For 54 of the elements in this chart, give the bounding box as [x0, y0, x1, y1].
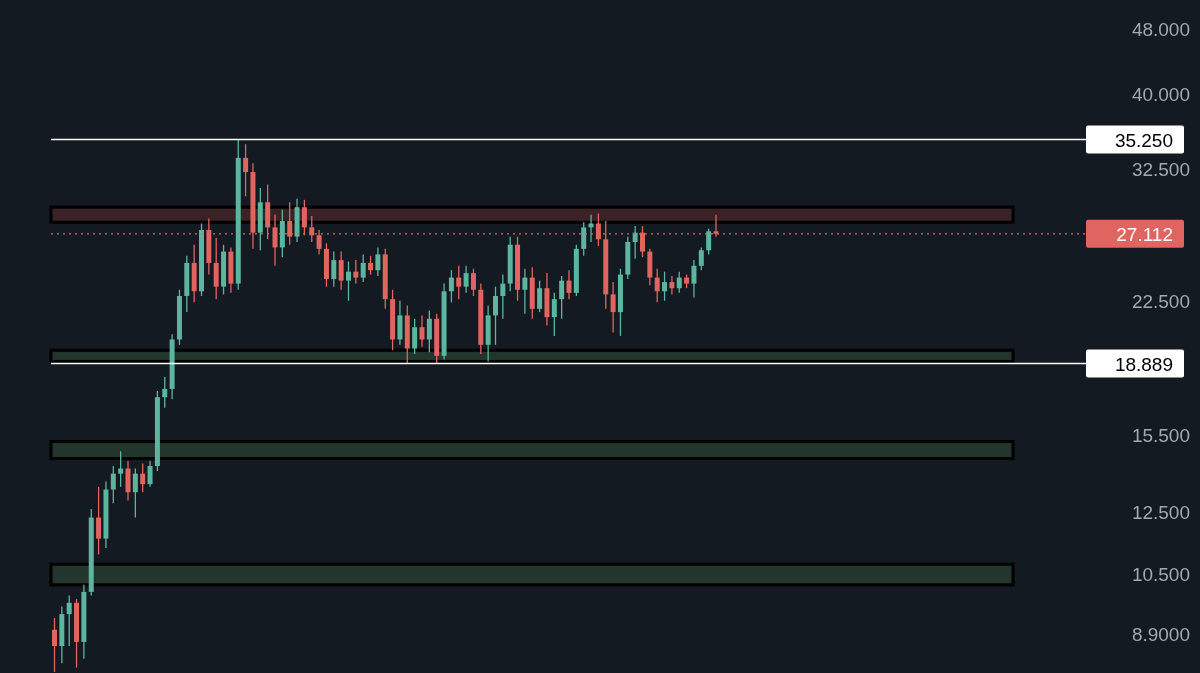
candlestick [375, 246, 381, 277]
candlestick [96, 486, 102, 556]
y-tick-label: 12.500 [1131, 501, 1190, 523]
candlestick [610, 281, 616, 334]
candlestick [654, 268, 660, 303]
candlestick [110, 465, 116, 504]
candlestick [522, 268, 528, 315]
y-tick-label: 8.9000 [1131, 623, 1190, 645]
y-tick-label: 15.500 [1131, 424, 1190, 446]
candlestick [338, 250, 344, 291]
candlestick [456, 265, 462, 300]
y-tick-label: 32.500 [1131, 158, 1190, 180]
candlestick [551, 292, 557, 337]
candlestick [698, 246, 704, 271]
candlestick [162, 376, 168, 409]
candlestick [52, 617, 57, 672]
candlestick [147, 460, 153, 488]
candlestick [360, 253, 366, 283]
candlestick [368, 255, 374, 276]
candlestick [500, 273, 506, 320]
candlestick [118, 450, 124, 488]
candlestick [448, 269, 454, 303]
candlestick [140, 462, 146, 493]
candlestick [559, 275, 565, 320]
candlestick [419, 314, 425, 348]
y-tick-label: 48.000 [1131, 18, 1190, 40]
candlestick [566, 269, 572, 300]
candlestick [331, 250, 337, 288]
ref-line-label: 27.112 [1116, 223, 1173, 245]
candlestick [493, 286, 498, 346]
candlestick [691, 259, 697, 299]
candlestick [676, 271, 682, 294]
candlestick [470, 268, 476, 297]
candlestick [353, 259, 359, 285]
candlestick [581, 221, 587, 257]
y-tick-label: 22.500 [1131, 290, 1190, 312]
candlestick [632, 225, 638, 260]
candlestick [125, 460, 131, 502]
candlestick [662, 271, 668, 302]
candlestick [213, 237, 219, 300]
candlestick [537, 279, 543, 313]
candlestick [426, 309, 432, 353]
y-tick-label: 40.000 [1131, 84, 1190, 106]
y-tick-label: 10.500 [1131, 564, 1190, 586]
ref-line-label: 18.889 [1114, 353, 1173, 375]
candlestick [463, 265, 469, 294]
candlestick [132, 467, 138, 519]
candlestick [706, 228, 712, 256]
candlestick [66, 594, 72, 647]
candlestick [346, 260, 351, 302]
candlestick [243, 143, 249, 197]
candlestick [669, 275, 675, 296]
ref-line-label: 35.250 [1114, 129, 1173, 151]
candlestick [412, 318, 418, 355]
